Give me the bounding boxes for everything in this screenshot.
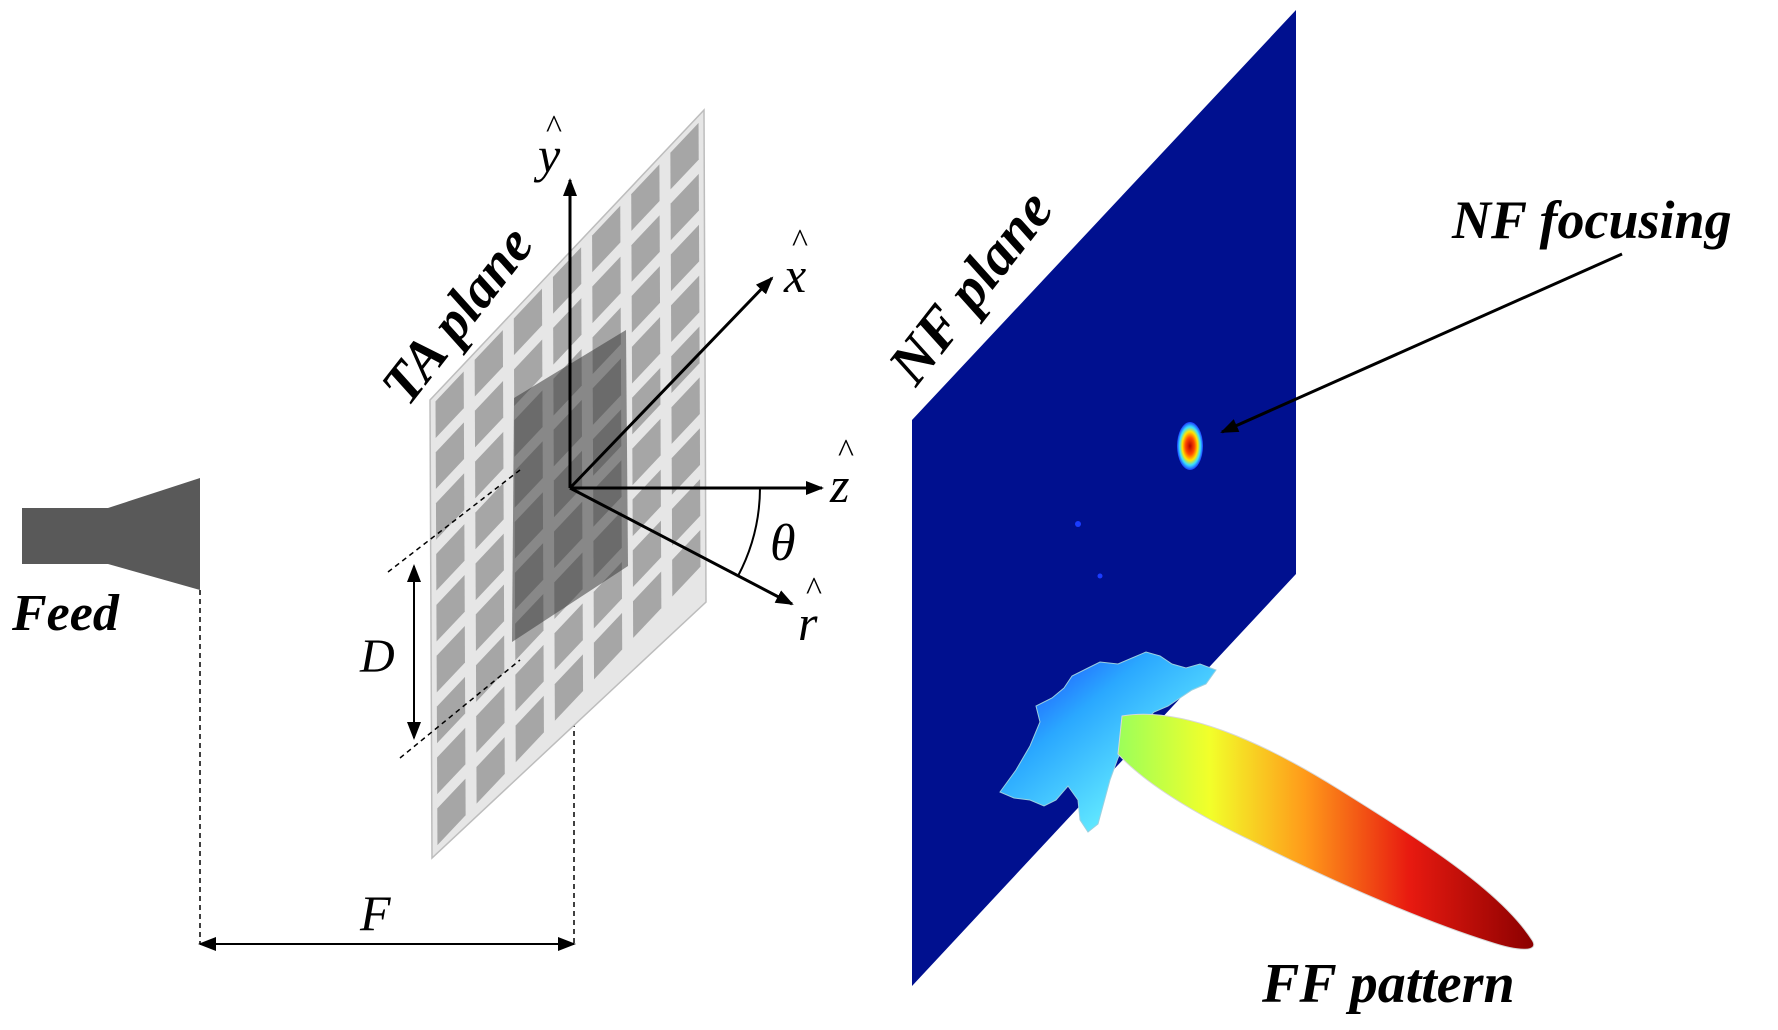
ff-side-lobes xyxy=(999,651,1217,833)
ta-unit-cell xyxy=(671,377,700,444)
axis-x-label: x xyxy=(783,247,806,303)
feed-horn-icon xyxy=(22,478,200,590)
theta-arc xyxy=(737,487,761,577)
nf-artifact-dot xyxy=(1097,573,1103,579)
axis-z-label: z xyxy=(829,457,849,513)
ta-unit-cell xyxy=(593,612,623,680)
x-axis-arrow xyxy=(568,276,774,490)
ta-unit-cell xyxy=(476,737,505,804)
ta-unit-cell xyxy=(552,247,582,314)
ta-plane xyxy=(429,108,707,860)
axis-y-hat: ^ xyxy=(546,109,562,146)
ta-unit-cell xyxy=(475,482,504,550)
ta-unit-cell xyxy=(475,431,504,499)
ta-unit-cell xyxy=(672,530,701,597)
nf-plane xyxy=(912,10,1296,986)
d-dimension-label: D xyxy=(359,630,395,683)
ta-unit-cell xyxy=(476,686,505,753)
ta-unit-cell xyxy=(436,625,465,693)
ta-unit-cell xyxy=(436,676,466,744)
axis-r-label: r xyxy=(798,595,818,651)
ta-unit-cell xyxy=(553,298,582,365)
axis-z-hat: ^ xyxy=(838,433,854,470)
axis-x-hat: ^ xyxy=(792,223,808,260)
nf-artifact-dot xyxy=(1075,521,1081,527)
ta-unit-cell xyxy=(631,317,661,384)
f-dimension-label: F xyxy=(359,885,391,941)
ta-unit-cell xyxy=(513,288,543,356)
ta-unit-cell xyxy=(592,205,621,273)
ta-unit-cell xyxy=(632,520,662,588)
ta-unit-cell xyxy=(592,256,621,324)
axis-y-label: y xyxy=(533,127,561,183)
ta-unit-cell xyxy=(670,224,700,292)
ta-unit-cell xyxy=(474,330,503,397)
ta-unit-cell xyxy=(593,562,622,629)
ta-unit-cell xyxy=(435,473,465,540)
r-axis-arrow xyxy=(569,486,794,606)
ta-unit-cell xyxy=(631,266,661,333)
ta-unit-cell xyxy=(436,575,465,642)
ff-main-beam xyxy=(1117,713,1535,950)
ta-unit-cell xyxy=(633,571,662,638)
ta-unit-cell xyxy=(632,418,661,486)
ta-unit-cell xyxy=(515,644,544,712)
ta-unit-cell xyxy=(671,428,701,495)
ta-unit-cell xyxy=(437,727,466,795)
ta-unit-cell xyxy=(515,695,544,763)
nf-focusing-arrow xyxy=(1220,252,1623,434)
ta-unit-cell xyxy=(475,533,504,601)
radiation-lobe-icon xyxy=(999,651,1535,950)
ff-pattern-label: FF pattern xyxy=(1261,953,1515,1015)
axis-r-hat: ^ xyxy=(806,571,822,608)
theta-label: θ xyxy=(770,515,796,572)
ta-unit-cell xyxy=(670,122,699,190)
d-guide-top xyxy=(387,469,521,573)
ta-unit-cell xyxy=(475,635,505,702)
ta-unit-cell xyxy=(631,215,660,282)
ta-unit-cell xyxy=(631,164,660,231)
ta-unit-cell xyxy=(437,778,466,846)
feed-label: Feed xyxy=(11,585,120,642)
ta-unit-cell xyxy=(670,173,699,241)
ta-unit-cell xyxy=(436,524,465,591)
ta-unit-cell xyxy=(671,275,700,343)
ta-unit-cell xyxy=(435,371,464,438)
ta-unit-cell xyxy=(474,380,504,448)
ta-unit-cell xyxy=(671,479,701,546)
coordinate-axes xyxy=(563,178,824,606)
nf-focusing-label: NF focusing xyxy=(1451,190,1732,250)
focal-spot-icon xyxy=(1177,422,1203,470)
ta-unit-cell xyxy=(554,603,583,670)
ta-unit-cell xyxy=(554,654,584,721)
ta-unit-cell xyxy=(475,584,505,651)
d-guide-bottom xyxy=(399,659,521,759)
ta-unit-cell xyxy=(514,339,543,406)
ta-unit-cell xyxy=(632,469,661,537)
ta-unit-cell xyxy=(435,422,465,489)
